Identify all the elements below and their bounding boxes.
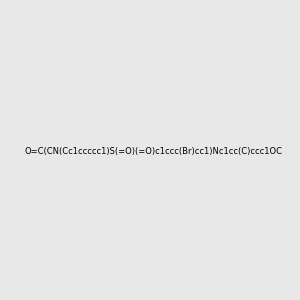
Text: O=C(CN(Cc1ccccc1)S(=O)(=O)c1ccc(Br)cc1)Nc1cc(C)ccc1OC: O=C(CN(Cc1ccccc1)S(=O)(=O)c1ccc(Br)cc1)N…	[25, 147, 283, 156]
